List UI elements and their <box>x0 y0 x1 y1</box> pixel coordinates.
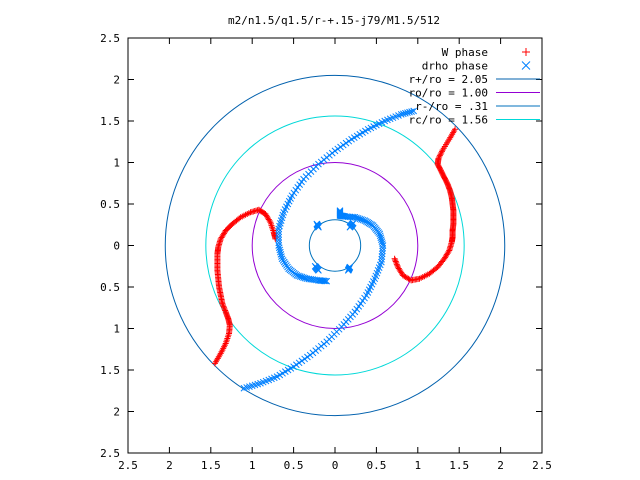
x-tick-label: 1.5 <box>449 459 469 472</box>
data-point <box>399 110 407 118</box>
y-tick-label: 2.5 <box>100 447 120 460</box>
circle-r-ro-2-05 <box>164 74 506 417</box>
data-point <box>221 304 228 311</box>
legend-label: drho phase <box>422 60 488 73</box>
data-point <box>219 301 226 308</box>
legend-label: ro/ro = 1.00 <box>409 87 488 100</box>
data-point <box>402 109 409 117</box>
data-point <box>266 217 273 224</box>
x-tick-label: 2 <box>166 459 173 472</box>
x-tick-label: 2.5 <box>532 459 552 472</box>
data-point <box>392 257 399 264</box>
data-point <box>395 265 402 272</box>
data-point <box>427 269 434 276</box>
points-layer <box>211 107 459 392</box>
data-point <box>378 253 386 260</box>
x-tick-label: 0.5 <box>284 459 304 472</box>
data-point <box>378 255 385 263</box>
data-point <box>438 148 445 155</box>
data-point <box>222 308 229 315</box>
series-drho-phase <box>240 107 418 392</box>
y-tick-label: 1 <box>113 157 120 170</box>
legend-label: r-/ro = .31 <box>415 100 488 113</box>
legend-swatch <box>521 61 531 70</box>
legend-swatch <box>522 48 530 56</box>
data-point <box>220 303 227 310</box>
data-point <box>393 259 400 266</box>
circles-layer <box>164 74 506 417</box>
x-tick-label: 1.5 <box>201 459 221 472</box>
data-point <box>377 234 385 242</box>
data-point <box>336 208 344 215</box>
data-point <box>346 223 354 231</box>
x-tick-label: 2 <box>497 459 504 472</box>
data-point <box>439 147 446 154</box>
circle-ro-ro-1-00 <box>251 162 419 329</box>
y-tick-label: 2 <box>113 74 120 87</box>
data-point <box>222 307 229 314</box>
data-point <box>438 149 445 156</box>
data-point <box>379 247 386 255</box>
data-point <box>410 107 418 115</box>
data-point <box>275 236 283 244</box>
y-tick-label: 0.5 <box>100 281 120 294</box>
data-point <box>378 258 385 266</box>
y-tick-label: 1.5 <box>100 364 120 377</box>
data-point <box>278 253 285 260</box>
data-point <box>376 232 384 240</box>
circle-rc-ro-1-56 <box>205 115 465 376</box>
data-point <box>315 267 322 274</box>
data-point <box>378 238 386 245</box>
data-point <box>236 215 243 222</box>
data-point <box>275 225 283 233</box>
data-point <box>406 108 413 116</box>
data-point <box>321 277 329 285</box>
data-point <box>323 277 331 285</box>
chart-title: m2/n1.5/q1.5/r-+.15-j79/M1.5/512 <box>228 14 440 27</box>
data-point <box>437 151 444 158</box>
data-point <box>394 264 401 271</box>
data-point <box>315 223 322 231</box>
data-point <box>378 250 386 258</box>
data-point <box>392 258 399 265</box>
y-tick-label: 2.5 <box>100 32 120 45</box>
y-tick-label: 0.5 <box>100 198 120 211</box>
x-tick-label: 2.5 <box>118 459 138 472</box>
data-point <box>393 261 400 268</box>
x-tick-label: 1 <box>414 459 421 472</box>
y-tick-label: 1.5 <box>100 115 120 128</box>
data-point <box>336 208 344 216</box>
data-point <box>336 209 344 217</box>
legend-label: W phase <box>442 46 488 59</box>
ticks-layer: 2.5 2 1.5 1 0.5 0 0.5 1 1.5 2 2.52.521.510.500.511… <box>100 32 552 472</box>
x-tick-label: 0.5 <box>366 459 386 472</box>
data-point <box>344 267 352 274</box>
series-w-phase <box>211 126 459 367</box>
data-point <box>275 233 283 241</box>
y-tick-label: 2 <box>113 406 120 419</box>
y-tick-label: 0 <box>113 240 120 253</box>
data-point <box>336 207 344 214</box>
data-point <box>408 108 415 115</box>
data-point <box>275 228 283 236</box>
data-point <box>221 306 228 313</box>
data-point <box>379 242 387 249</box>
x-tick-label: 1 <box>249 459 256 472</box>
data-point <box>436 152 443 159</box>
y-tick-label: 1 <box>113 323 120 336</box>
data-point <box>378 236 385 244</box>
data-point <box>391 255 398 262</box>
data-point <box>275 231 283 238</box>
legend-label: rc/ro = 1.56 <box>409 114 488 127</box>
data-point <box>320 277 328 285</box>
circle-r-ro-31 <box>308 219 362 272</box>
legend-label: r+/ro = 2.05 <box>409 73 488 86</box>
data-point <box>394 262 401 269</box>
data-point <box>404 109 411 117</box>
x-tick-label: 0 <box>332 459 339 472</box>
data-point <box>379 240 386 247</box>
